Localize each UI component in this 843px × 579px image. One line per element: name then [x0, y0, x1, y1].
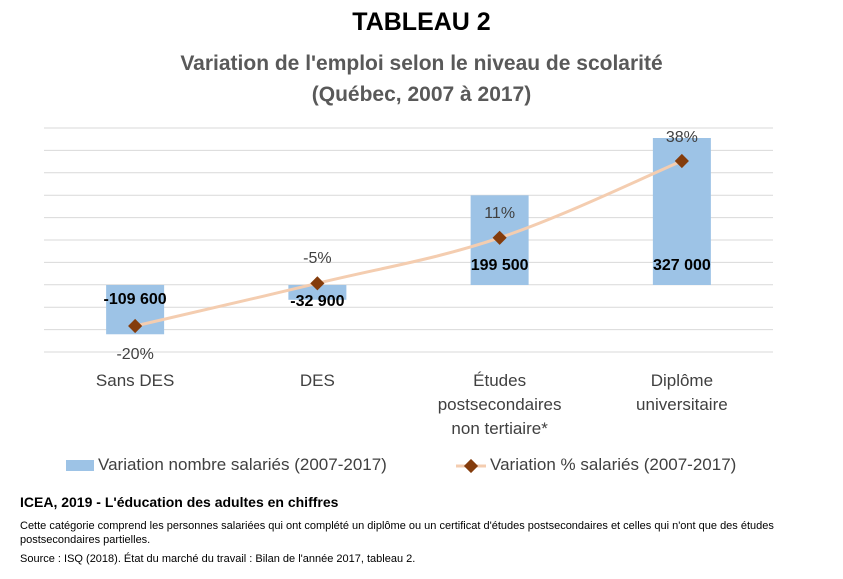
- percent-value-label: -5%: [303, 250, 331, 267]
- legend-item-line: Variation % salariés (2007-2017): [456, 455, 736, 475]
- x-axis-category-line: Études: [473, 371, 527, 390]
- percent-value-label: -20%: [116, 346, 153, 363]
- legend-label-line: Variation % salariés (2007-2017): [490, 455, 737, 474]
- point-marker: [674, 153, 689, 169]
- data-labels: -109 600 -32 900 199 500 327 000 -20% -5% 11% 3…: [104, 129, 711, 363]
- line-series: [128, 153, 689, 334]
- x-axis-category-line: postsecondaires: [437, 395, 562, 414]
- point-marker: [310, 276, 325, 291]
- x-axis-category-line: DES: [299, 371, 335, 390]
- point-marker: [128, 318, 143, 334]
- legend-label-bar: Variation nombre salariés (2007-2017): [98, 455, 387, 474]
- series-line: [134, 159, 683, 328]
- source-line: Source : ISQ (2018). État du marché du t…: [20, 553, 416, 565]
- x-axis-category-line: non tertiaire*: [451, 419, 548, 438]
- x-axis-category-line: universitaire: [636, 395, 728, 414]
- percent-value-label: 38%: [666, 129, 698, 146]
- legend-swatch-bar: [66, 460, 94, 472]
- percent-value-label: 11%: [484, 205, 515, 222]
- table-number: TABLEAU 2: [352, 8, 491, 36]
- x-axis-category-label: Diplôme universitaire: [592, 369, 772, 417]
- source-title: ICEA, 2019 - L'éducation des adultes en …: [20, 494, 339, 510]
- x-axis-category-line: Diplôme: [650, 371, 714, 390]
- x-axis-category-label: DES: [227, 369, 407, 393]
- bar-value-label: -109 600: [104, 291, 167, 308]
- bar-value-label: 199 500: [471, 257, 529, 274]
- chart-title-line1: Variation de l'emploi selon le niveau de…: [180, 52, 663, 75]
- bar-value-label: 327 000: [653, 257, 711, 274]
- legend-swatch-line: [456, 458, 486, 473]
- x-axis-category-label: Sans DES: [45, 369, 225, 393]
- point-marker: [492, 230, 507, 245]
- legend-item-bar: Variation nombre salariés (2007-2017): [66, 455, 387, 475]
- chart-title-line2: (Québec, 2007 à 2017): [311, 83, 532, 106]
- x-axis-category-label: Études postsecondaires non tertiaire*: [410, 369, 590, 441]
- x-axis-category-line: Sans DES: [95, 371, 175, 390]
- bar: [288, 285, 347, 300]
- bar-value-label: -32 900: [290, 293, 344, 310]
- footnote: Cette catégorie comprend les personnes s…: [20, 520, 774, 546]
- bar-series: [106, 138, 711, 335]
